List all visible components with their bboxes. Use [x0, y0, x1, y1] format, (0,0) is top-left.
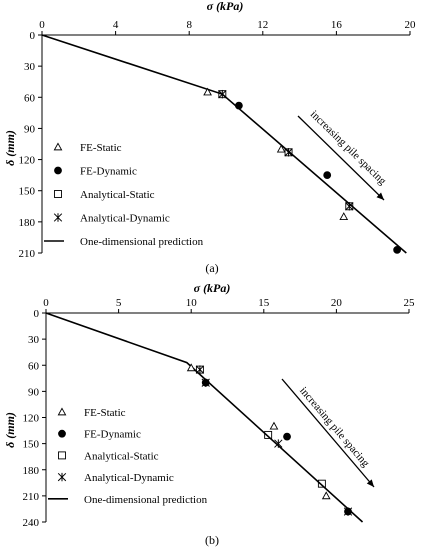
legend-label: Analytical-Static	[80, 189, 155, 201]
x-tick-label: 0	[39, 19, 45, 31]
data-point-triangle	[203, 87, 212, 96]
x-tick-label: 4	[113, 19, 119, 31]
y-tick-label: 0	[34, 308, 40, 320]
y-tick-label: 30	[28, 334, 40, 346]
legend-marker	[53, 213, 63, 222]
legend-marker	[54, 190, 62, 198]
y-tick-label: 240	[23, 517, 40, 529]
y-tick-label: 210	[23, 491, 40, 503]
data-point-star	[201, 378, 210, 387]
data-point-star	[218, 89, 227, 99]
data-point-triangle	[321, 491, 331, 500]
x-axis-title: σ (kPa)	[207, 0, 244, 13]
legend-label: FE-Static	[84, 407, 126, 419]
legend: FE-Static FE-Dynamic Analytical-Static Anal…	[44, 142, 204, 248]
legend-marker	[57, 472, 67, 482]
annotation-label: increasing pile spacing	[297, 385, 372, 470]
data-point-star	[343, 507, 353, 516]
y-tick-label: 180	[19, 217, 36, 229]
y-tick-label: 0	[30, 30, 36, 42]
data-point-triangle	[269, 421, 279, 430]
legend-marker	[58, 451, 66, 460]
y-tick-label: 120	[23, 413, 40, 425]
y-axis-title: δ (mm)	[3, 412, 17, 448]
panel-label: (b)	[205, 533, 219, 547]
annotation-arrow	[281, 378, 375, 488]
data-point-star	[195, 365, 205, 374]
legend-label: One-dimensional prediction	[84, 494, 208, 506]
y-tick-label: 90	[24, 123, 36, 135]
data-point-triangle	[186, 363, 196, 372]
data-point-star	[284, 148, 293, 157]
legend-label: FE-Dynamic	[80, 166, 137, 178]
data-point-filled-circle	[234, 101, 243, 110]
chart-panel-a: σ (kPa) δ (mm) (a) 0 4 8 12 16 20 0 30 60 90 120 15…	[3, 0, 416, 275]
annotation-arrow	[297, 115, 385, 201]
legend-label: FE-Static	[80, 142, 122, 154]
y-tick-label: 180	[23, 465, 40, 477]
legend-label: Analytical-Dynamic	[84, 472, 174, 484]
x-tick-label: 12	[257, 19, 268, 31]
legend-marker	[58, 429, 66, 438]
y-tick-label: 150	[19, 186, 36, 198]
legend-label: Analytical-Static	[84, 450, 159, 462]
data-point-filled-circle	[323, 171, 332, 180]
y-tick-label: 60	[24, 92, 36, 104]
data-point-star	[345, 202, 354, 211]
y-tick-label: 120	[19, 155, 36, 167]
x-tick-label: 0	[43, 297, 49, 309]
data-point-open-square	[317, 479, 326, 488]
x-tick-label: 5	[116, 297, 122, 309]
legend-label: One-dimensional prediction	[80, 236, 204, 248]
prediction-line	[45, 312, 364, 523]
arrow-head	[376, 192, 384, 200]
y-tick-label: 30	[24, 61, 36, 73]
x-tick-label: 15	[258, 297, 270, 309]
x-axis-title: σ (kPa)	[194, 281, 231, 295]
y-tick-label: 60	[28, 360, 40, 372]
data-point-filled-circle	[283, 432, 291, 441]
legend-label: Analytical-Dynamic	[80, 213, 170, 225]
x-tick-label: 25	[404, 297, 416, 309]
y-axis-title: δ (mm)	[3, 130, 17, 166]
x-tick-label: 10	[186, 297, 198, 309]
x-tick-label: 16	[331, 19, 343, 31]
data-point-star	[274, 439, 283, 448]
y-tick-label: 150	[23, 439, 40, 451]
chart-panel-b: σ (kPa) δ (mm) (b) 0 5 10 15 20 25 0 30 60 90 120 1…	[3, 281, 415, 547]
legend-marker	[54, 166, 62, 175]
y-tick-label: 210	[19, 248, 36, 260]
x-tick-label: 20	[331, 297, 343, 309]
legend-label: FE-Dynamic	[84, 429, 141, 441]
x-tick-label: 20	[405, 19, 417, 31]
arrow-head	[366, 479, 374, 487]
x-tick-label: 8	[186, 19, 192, 31]
panel-label: (a)	[205, 261, 218, 275]
annotation-label: increasing pile spacing	[308, 108, 389, 187]
legend-marker	[57, 407, 67, 416]
legend-marker	[53, 142, 63, 151]
data-point-filled-circle	[393, 245, 402, 254]
y-tick-label: 90	[28, 386, 40, 398]
legend: FE-Static FE-Dynamic Analytical-Static Anal…	[48, 407, 208, 506]
data-point-open-square	[264, 430, 273, 439]
data-point-triangle	[276, 144, 286, 153]
data-point-triangle	[339, 212, 349, 220]
